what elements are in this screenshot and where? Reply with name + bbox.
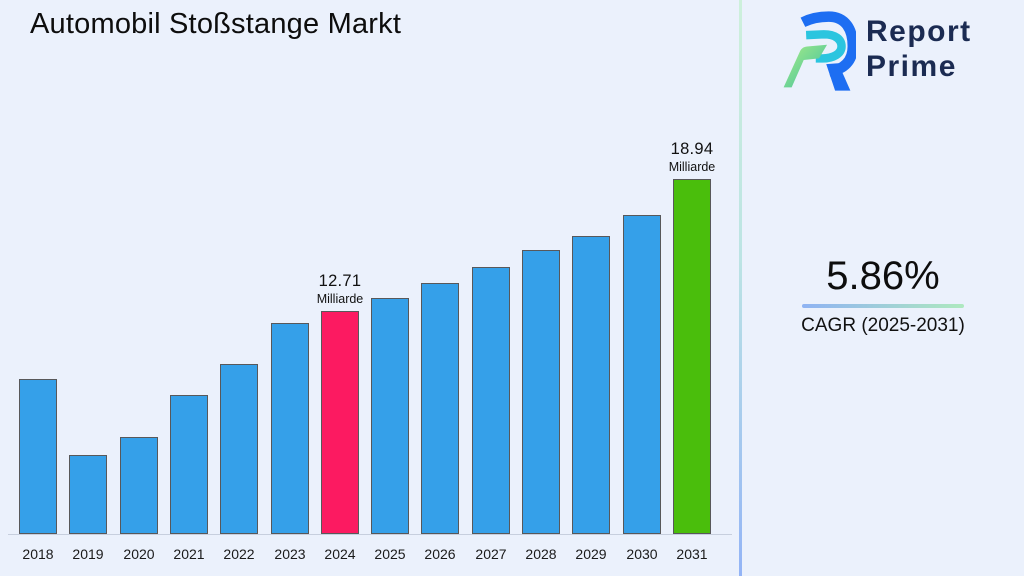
x-tick-2029: 2029 [575,546,607,562]
bar-2020 [120,437,158,534]
x-tick-2030: 2030 [626,546,658,562]
bar-label-unit: Milliarde [316,292,364,306]
bar-2024 [321,311,359,534]
x-tick-2025: 2025 [374,546,406,562]
bar-2021 [170,395,208,534]
bar-label-value: 12.71 [318,272,362,290]
x-tick-2031: 2031 [676,546,708,562]
x-tick-2019: 2019 [72,546,104,562]
x-axis-line [8,534,732,535]
bar-label-2024: 12.71 Milliarde [285,272,395,306]
bar-label-2031: 18.94 Milliarde [637,140,747,174]
cagr-value: 5.86% [826,254,940,298]
cagr-panel: 5.86% CAGR (2025-2031) [783,254,983,337]
cagr-label: CAGR (2025-2031) [801,315,965,336]
bar-2031 [673,179,711,534]
x-tick-2028: 2028 [525,546,557,562]
bar-2028 [522,250,560,534]
bar-2022 [220,364,258,534]
report-prime-logo-text: Report Prime [866,14,972,85]
bar-label-unit: Milliarde [668,160,716,174]
bar-2027 [472,267,510,534]
cagr-underline [802,304,964,308]
x-tick-2020: 2020 [123,546,155,562]
vertical-divider [739,0,742,576]
bar-label-value: 18.94 [670,140,714,158]
bar-2029 [572,236,610,534]
logo-text-line1: Report [866,15,972,48]
bar-2025 [371,298,409,534]
x-tick-2024: 2024 [324,546,356,562]
bar-chart: 2018 2019 2020 2021 2022 2023 2024 2025 2026 2027… [8,140,732,562]
logo-text-line2: Prime [866,50,957,84]
x-tick-2023: 2023 [274,546,306,562]
page-title: Automobil Stoßstange Markt [30,8,402,40]
x-tick-2018: 2018 [22,546,54,562]
report-prime-logo-icon [783,11,856,91]
bar-2026 [421,283,459,534]
x-tick-2026: 2026 [424,546,456,562]
bar-2018 [19,379,57,534]
report-prime-logo: Report Prime [782,8,972,96]
x-tick-2022: 2022 [223,546,255,562]
bar-2030 [623,215,661,534]
x-tick-2027: 2027 [475,546,507,562]
bar-2019 [69,455,107,534]
x-tick-2021: 2021 [173,546,205,562]
bar-2023 [271,323,309,534]
